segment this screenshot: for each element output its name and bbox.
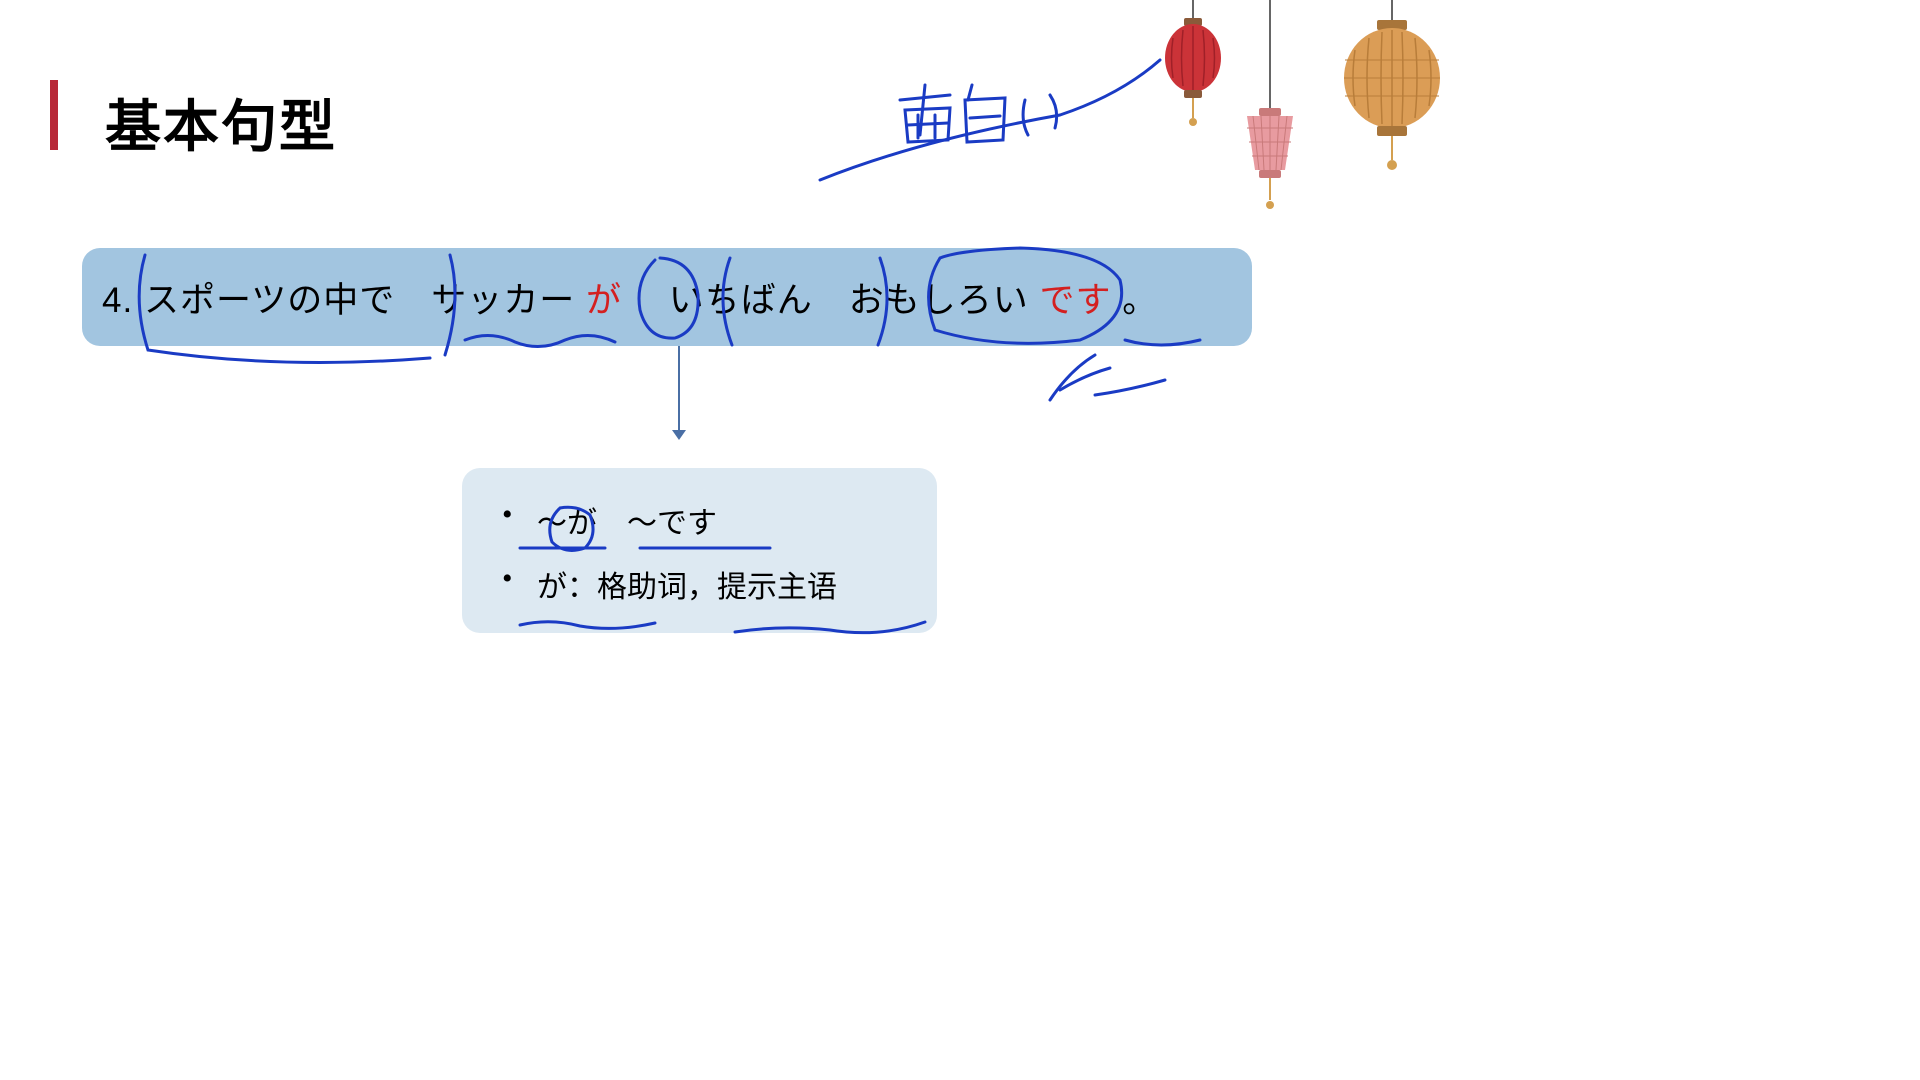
title-accent-bar xyxy=(50,80,58,150)
page-title: 基本句型 xyxy=(105,82,337,163)
sentence-number: 4. xyxy=(102,281,133,320)
note-item-1: 〜が 〜です xyxy=(502,498,897,542)
sentence-box: 4. スポーツの中で サッカー が いちばん おもしろい です 。 xyxy=(82,248,1252,346)
sentence-part2: いちばん おもしろい xyxy=(633,281,1029,320)
lantern-orange-icon xyxy=(1337,0,1447,185)
arrow-head xyxy=(672,430,686,440)
arrow-line xyxy=(678,346,680,434)
lantern-red-icon xyxy=(1158,0,1228,135)
note-box: 〜が 〜です が：格助词，提示主语 xyxy=(462,468,937,633)
note-item-2: が：格助词，提示主语 xyxy=(502,562,897,606)
sentence-ga: が xyxy=(586,281,622,320)
sentence-desu: です xyxy=(1039,281,1111,320)
sentence-period: 。 xyxy=(1122,281,1158,320)
sentence-text: 4. スポーツの中で サッカー が いちばん おもしろい です 。 xyxy=(102,272,1158,323)
sentence-part1: スポーツの中で サッカー xyxy=(144,281,586,320)
lantern-pink-icon xyxy=(1235,0,1305,225)
